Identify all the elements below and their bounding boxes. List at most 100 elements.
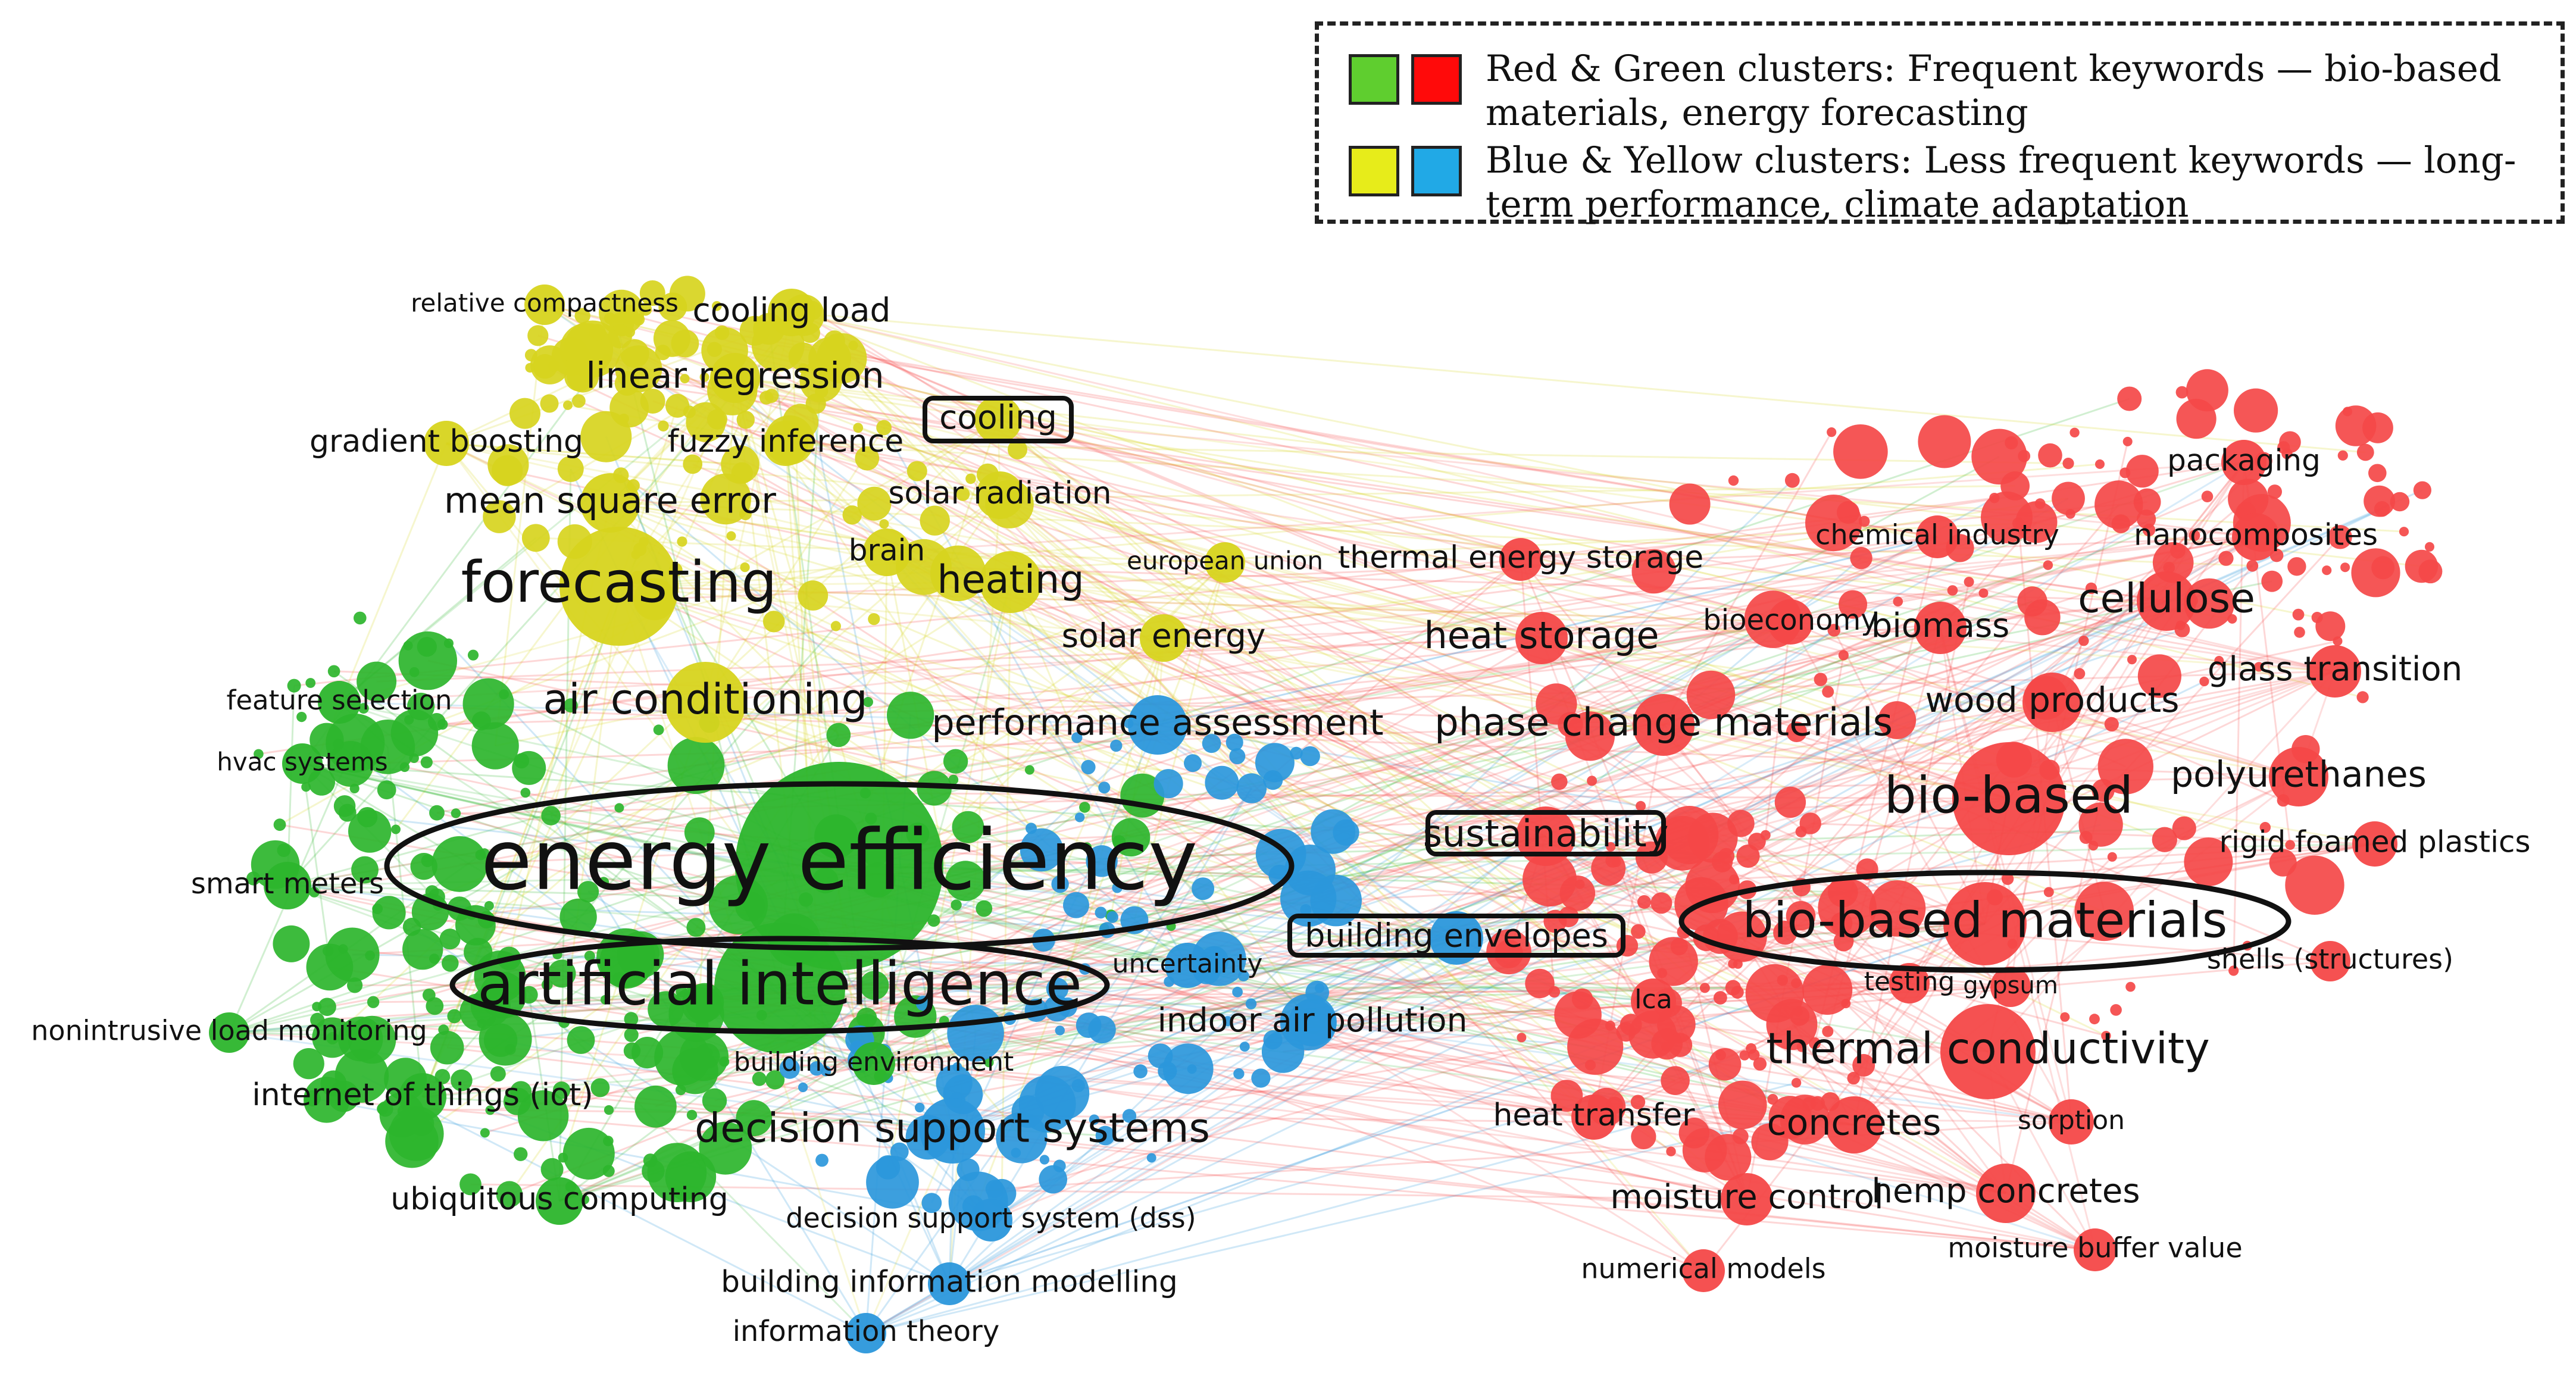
network-link	[361, 1075, 867, 1334]
network-link	[329, 966, 2096, 1251]
network-link	[1853, 601, 2168, 1125]
network-node	[2413, 481, 2431, 499]
network-link	[970, 478, 1705, 1272]
network-node	[1736, 844, 1760, 868]
network-node	[429, 805, 445, 821]
network-node	[480, 1128, 490, 1138]
network-node	[1631, 924, 1646, 939]
network-node	[377, 780, 396, 800]
network-node	[1229, 748, 1246, 765]
network-link	[949, 536, 2256, 1285]
network-node	[1666, 1146, 1676, 1156]
network-node	[574, 308, 590, 324]
network-node	[2269, 849, 2297, 877]
network-node	[612, 971, 627, 986]
label-gypsum: gypsum	[1963, 972, 2058, 999]
network-link	[442, 670, 2336, 726]
network-link	[475, 581, 1011, 927]
network-node	[1746, 1043, 1757, 1054]
node-testing	[1889, 963, 1930, 1003]
network-node	[2285, 855, 2344, 915]
node-gypsum	[1990, 967, 2031, 1007]
network-node	[564, 361, 595, 392]
network-link	[559, 861, 1723, 1202]
network-link	[557, 953, 1313, 1024]
network-node	[1753, 1057, 1767, 1071]
node-ubiquitous-computing	[536, 1177, 583, 1225]
label-lca: lca	[1634, 984, 1672, 1015]
network-node	[1232, 986, 1243, 997]
network-link	[839, 865, 1595, 1118]
legend-swatch-blue	[1411, 146, 1462, 196]
label-numerical-models: numerical models	[1581, 1253, 1825, 1285]
network-node	[686, 1109, 698, 1121]
network-link	[609, 502, 1560, 783]
network-link	[779, 835, 1546, 989]
node-hemp-concretes	[1976, 1164, 2036, 1223]
network-node	[815, 1153, 829, 1167]
node-nonintrusive-load-monitoring	[209, 1012, 249, 1053]
network-node	[1636, 800, 1646, 811]
label-sorption: sorption	[2018, 1105, 2125, 1136]
network-node	[1833, 424, 1888, 479]
network-node	[304, 1090, 321, 1107]
network-node	[1827, 624, 1841, 637]
network-node	[614, 803, 624, 813]
network-node	[1839, 590, 1868, 619]
network-link	[1110, 558, 1521, 917]
network-node	[1284, 845, 1336, 896]
network-link	[791, 311, 2318, 618]
label-forecasting: forecasting	[461, 550, 777, 615]
network-node	[1822, 686, 1834, 698]
network-node	[640, 389, 665, 414]
network-node	[2337, 450, 2348, 461]
network-node	[759, 390, 774, 405]
network-node	[365, 950, 375, 961]
network-node	[2127, 655, 2137, 665]
network-link	[702, 1024, 1855, 1126]
network-link	[1312, 1021, 1596, 1048]
highlight-rings	[384, 396, 2291, 1034]
network-node	[1550, 1080, 1583, 1112]
network-link	[489, 1109, 950, 1285]
network-node	[439, 928, 461, 950]
network-link	[839, 865, 2072, 1123]
node-bioeconomy	[1768, 599, 1813, 645]
network-node	[338, 944, 348, 954]
network-link	[1171, 670, 2336, 927]
network-node	[1333, 819, 1359, 846]
network-node	[1024, 765, 1034, 775]
network-link	[990, 937, 1457, 1221]
network-node	[653, 724, 664, 736]
network-node	[684, 817, 715, 848]
label-uncertainty: uncertainty	[1112, 949, 1263, 979]
network-node	[740, 562, 750, 573]
label-ubiquitous-computing: ubiquitous computing	[390, 1181, 728, 1217]
network-node	[1089, 1114, 1100, 1125]
network-node	[442, 955, 459, 972]
network-node	[305, 678, 316, 688]
network-node	[2228, 965, 2239, 976]
label-linear-regression: linear regression	[586, 355, 884, 397]
network-node	[1631, 1124, 1656, 1149]
network-link	[917, 833, 1855, 1126]
legend-swatch-yellow	[1349, 146, 1399, 196]
network-node	[2227, 614, 2237, 624]
network-link	[544, 304, 1668, 1045]
network-node	[1686, 670, 1736, 720]
label-sustainability: sustainability	[1423, 812, 1669, 855]
label-artificial-intelligence: artificial intelligence	[477, 949, 1082, 1018]
label-brain: brain	[849, 533, 926, 568]
network-link	[422, 1000, 1654, 1098]
network-link	[655, 621, 1791, 1108]
network-link	[705, 494, 1001, 703]
network-node	[863, 697, 873, 707]
network-node	[887, 692, 934, 739]
network-node	[1223, 1016, 1233, 1027]
network-link	[618, 585, 1164, 639]
network-node	[1082, 842, 1092, 852]
network-link	[1853, 581, 1970, 1125]
node-heat-storage	[1515, 612, 1568, 664]
network-node	[842, 505, 862, 525]
network-node	[2399, 527, 2409, 537]
